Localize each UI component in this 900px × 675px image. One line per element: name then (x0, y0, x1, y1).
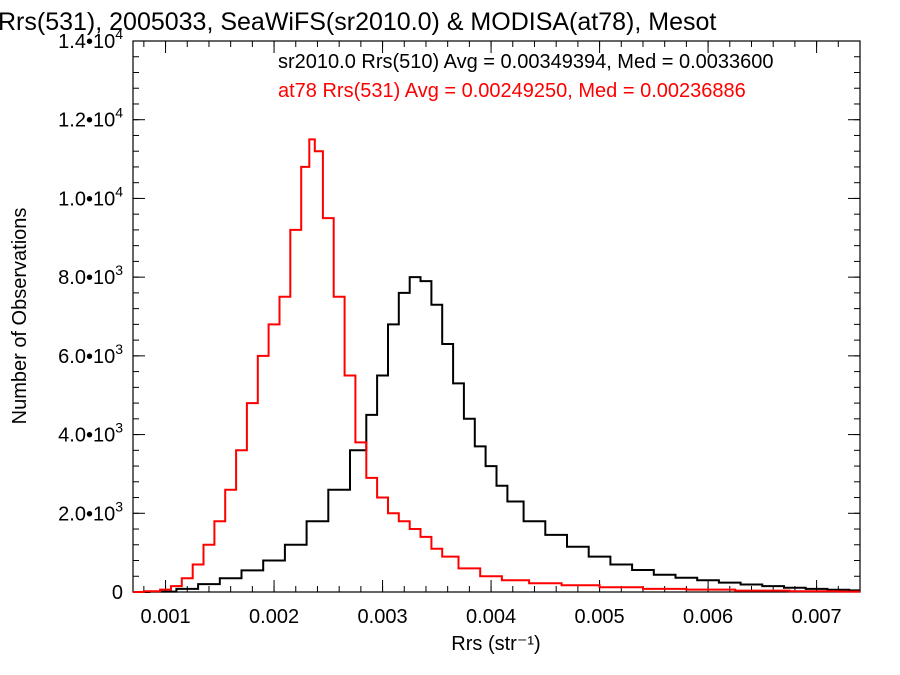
x-tick-label: 0.001 (141, 606, 191, 628)
y-axis-ticks: 0 2.0•103 4.0•103 6.0•103 8.0•103 1.0•104 1.2•… (58, 26, 860, 604)
legend-entry-sr2010: sr2010.0 Rrs(510) Avg = 0.00349394, Med … (278, 51, 774, 73)
y-tick-label: 4.0•103 (58, 420, 123, 447)
x-tick-label: 0.004 (466, 606, 516, 628)
y-tick-label: 1.2•104 (58, 105, 123, 132)
x-tick-label: 0.007 (792, 606, 842, 628)
series-line-at78 (133, 138, 860, 593)
series-line-sr2010 (133, 276, 860, 593)
x-tick-label: 0.005 (575, 606, 625, 628)
x-tick-label: 0.002 (249, 606, 299, 628)
y-tick-label: 1.4•104 (58, 26, 123, 53)
y-tick-label: 1.0•104 (58, 183, 123, 210)
legend-entry-at78: at78 Rrs(531) Avg = 0.00249250, Med = 0.… (278, 80, 746, 102)
y-axis-label: Number of Observations (9, 208, 31, 425)
y-tick-label: 2.0•103 (58, 498, 123, 525)
x-tick-label: 0.006 (683, 606, 733, 628)
plot-area (132, 40, 861, 593)
x-axis-label: Rrs (str⁻¹) (451, 633, 540, 655)
y-tick-label: 6.0•103 (58, 341, 123, 368)
x-axis-ticks: 0.001 0.002 0.003 0.004 0.005 0.006 0.007 (141, 41, 861, 628)
chart-title: Rrs(531), 2005033, SeaWiFS(sr2010.0) & M… (0, 8, 716, 36)
x-tick-label: 0.003 (358, 606, 408, 628)
y-tick-label: 0 (112, 582, 123, 604)
y-tick-label: 8.0•103 (58, 262, 123, 289)
series-layer (133, 138, 860, 593)
